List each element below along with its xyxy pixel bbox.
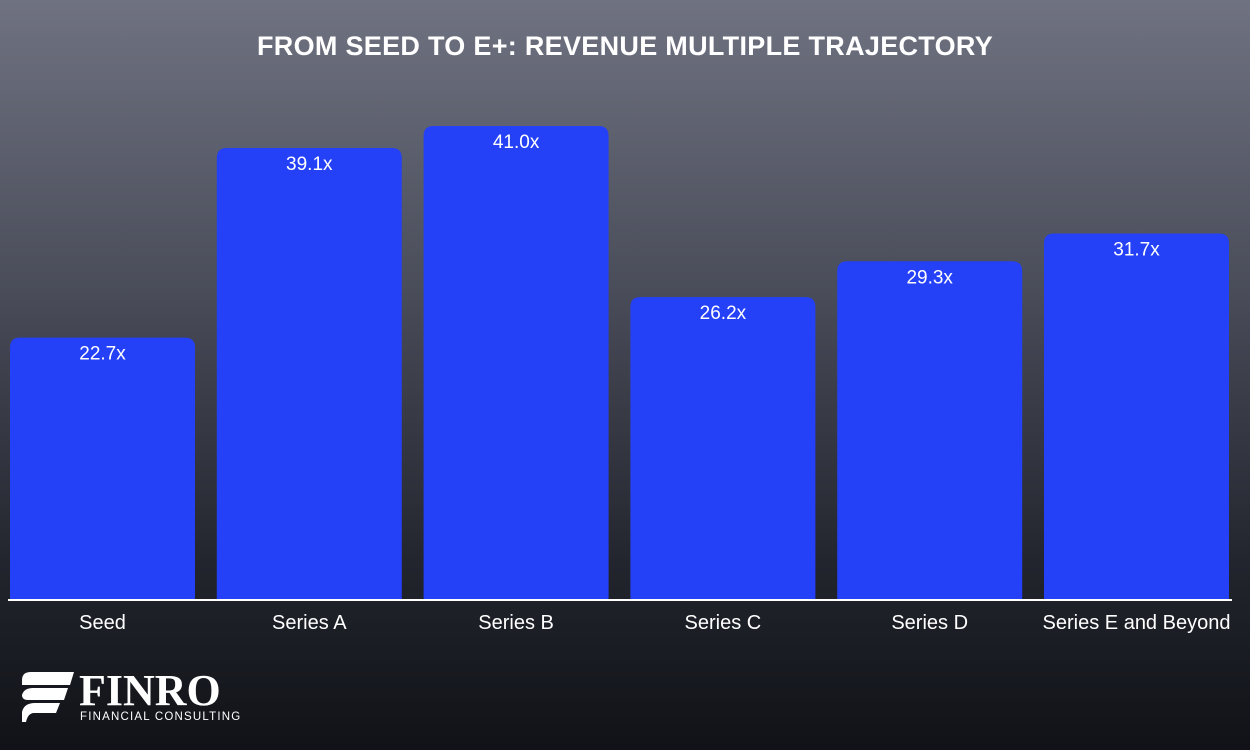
bar-value-label: 26.2x <box>700 303 747 324</box>
bar-series-a <box>216 147 402 600</box>
bar-series-e-and-beyond <box>1044 233 1229 600</box>
category-label: Series B <box>478 612 554 634</box>
bar-value-label: 41.0x <box>493 132 540 153</box>
bar-series-b <box>423 126 609 600</box>
bar-series-d <box>837 261 1023 600</box>
value-labels-group: 22.7x 39.1x 41.0x 26.2x 29.3x 31.7x <box>79 132 1160 365</box>
category-label: Series D <box>891 612 968 634</box>
finro-mark-icon <box>22 672 74 722</box>
bar-seed <box>10 337 195 600</box>
bar-value-label: 29.3x <box>906 267 953 288</box>
category-label: Series E and Beyond <box>1043 612 1231 634</box>
category-labels-group: Seed Series A Series B Series C Series D Seri… <box>79 612 1230 634</box>
bar-value-label: 22.7x <box>79 344 126 365</box>
category-label: Series C <box>685 612 762 634</box>
logo-wordmark: FINRO <box>79 666 221 715</box>
chart-title: FROM SEED TO E+: REVENUE MULTIPLE TRAJEC… <box>257 31 993 61</box>
finro-logo: FINRO FINANCIAL CONSULTING <box>22 666 241 723</box>
category-label: Seed <box>79 612 126 634</box>
bar-series-c <box>630 297 816 600</box>
bar-value-label: 39.1x <box>286 154 333 175</box>
bar-value-label: 31.7x <box>1113 240 1160 261</box>
bars-group <box>10 126 1229 600</box>
category-label: Series A <box>272 612 347 634</box>
logo-subtitle: FINANCIAL CONSULTING <box>80 711 241 723</box>
